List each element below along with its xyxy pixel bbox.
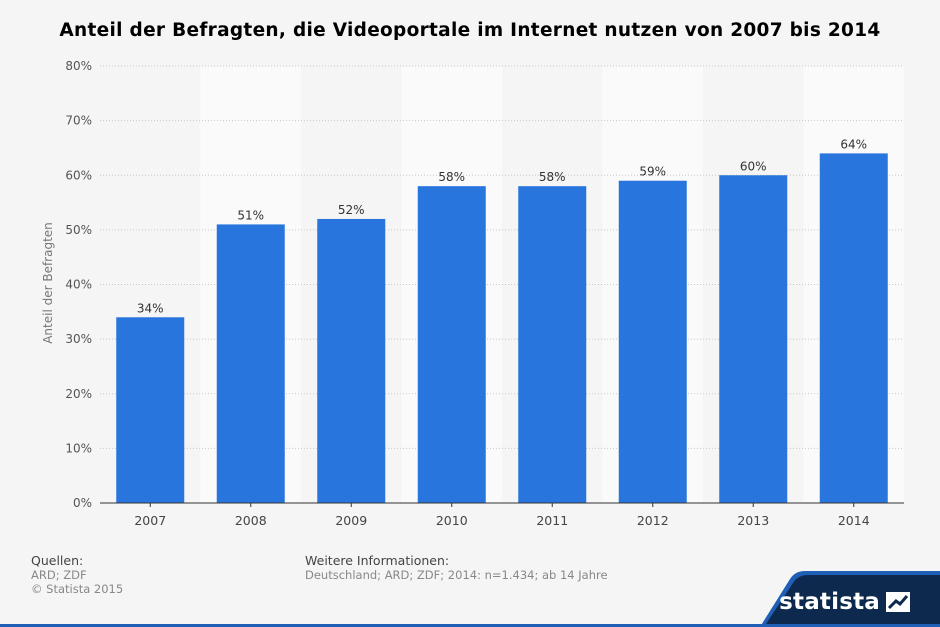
data-label: 51%: [237, 208, 264, 222]
y-tick-label: 50%: [65, 223, 92, 237]
sources-line: ARD; ZDF: [31, 568, 87, 582]
more-info-heading: Weitere Informationen:: [305, 553, 450, 568]
sources-heading: Quellen:: [31, 553, 84, 568]
x-tick-label: 2014: [838, 513, 870, 528]
bar[interactable]: [819, 153, 888, 503]
more-info-block: Weitere Informationen: Deutschland; ARD;…: [305, 553, 608, 583]
y-axis-label: Anteil der Befragten: [41, 222, 55, 344]
x-tick-label: 2013: [737, 513, 769, 528]
bar[interactable]: [518, 186, 587, 504]
y-tick-label: 30%: [65, 332, 92, 346]
x-tick-label: 2009: [335, 513, 367, 528]
bar[interactable]: [417, 186, 486, 504]
chart-title: Anteil der Befragten, die Videoportale i…: [59, 20, 881, 41]
x-tick-label: 2007: [134, 513, 166, 528]
brand-band: statista: [760, 569, 940, 627]
data-label: 58%: [438, 170, 465, 184]
data-label: 64%: [840, 137, 867, 151]
bottom-accent-line: [0, 624, 940, 627]
x-tick-label: 2010: [436, 513, 468, 528]
data-label: 52%: [338, 203, 365, 217]
bar[interactable]: [719, 175, 788, 503]
bar[interactable]: [618, 180, 687, 503]
y-tick-label: 20%: [65, 387, 92, 401]
brand-name: statista: [779, 589, 880, 615]
y-tick-label: 40%: [65, 278, 92, 292]
bar-chart: 34% 51% 52% 58% 58% 59% 60% 64% 0% 10% 20% 30% 40% 5…: [65, 59, 904, 528]
data-label: 59%: [639, 165, 666, 179]
bar[interactable]: [317, 218, 386, 503]
sources-block: Quellen: ARD; ZDF © Statista 2015: [31, 553, 124, 597]
x-tick-label: 2008: [235, 513, 267, 528]
bar[interactable]: [116, 317, 185, 503]
statista-logo[interactable]: statista: [779, 589, 910, 615]
x-tick-label: 2012: [637, 513, 669, 528]
y-tick-label: 10%: [65, 441, 92, 455]
copyright-line: © Statista 2015: [31, 582, 124, 596]
data-label: 60%: [740, 159, 767, 173]
bar[interactable]: [216, 224, 285, 503]
statista-logo-icon: [886, 592, 910, 612]
y-tick-label: 80%: [65, 59, 92, 73]
x-tick-label: 2011: [536, 513, 568, 528]
y-tick-label: 0%: [73, 496, 92, 510]
data-label: 58%: [539, 170, 566, 184]
y-tick-label: 70%: [65, 114, 92, 128]
data-label: 34%: [137, 301, 164, 315]
y-tick-label: 60%: [65, 168, 92, 182]
more-info-text: Deutschland; ARD; ZDF; 2014: n=1.434; ab…: [305, 568, 608, 582]
